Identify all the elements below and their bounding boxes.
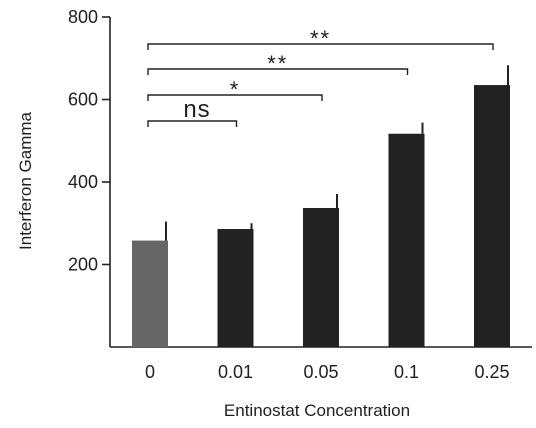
y-axis-title: Interferon Gamma	[16, 111, 35, 249]
x-tick-label: 0.25	[474, 362, 509, 382]
y-tick-label: 800	[68, 7, 98, 27]
y-tick-label: 400	[68, 172, 98, 192]
x-tick-label: 0.01	[218, 362, 253, 382]
bar	[217, 229, 254, 347]
bar	[303, 207, 339, 347]
bar	[474, 85, 510, 347]
y-tick-label: 600	[68, 90, 98, 110]
comparison-bracket	[147, 68, 409, 75]
significance-label: **	[267, 51, 288, 76]
significance-brackets: ns*****	[147, 26, 494, 127]
comparison-bracket	[147, 43, 494, 50]
bar	[388, 133, 425, 347]
x-tick-label: 0.1	[394, 362, 419, 382]
significance-label: **	[310, 26, 331, 51]
significance-label: *	[230, 77, 241, 102]
bar	[132, 240, 168, 347]
comparison-bracket	[147, 94, 323, 101]
significance-label: ns	[183, 96, 210, 123]
comparison-bracket	[147, 120, 238, 127]
x-tick-label: 0.05	[303, 362, 338, 382]
x-axis: 0 0.01 0.05 0.1 0.25	[110, 346, 532, 382]
error-bars	[165, 65, 509, 241]
bars	[132, 85, 510, 347]
x-tick-label: 0	[145, 362, 155, 382]
y-tick-label: 200	[68, 255, 98, 275]
x-axis-title: Entinostat Concentration	[224, 401, 410, 420]
y-axis: 200 400 600 800	[68, 7, 111, 347]
